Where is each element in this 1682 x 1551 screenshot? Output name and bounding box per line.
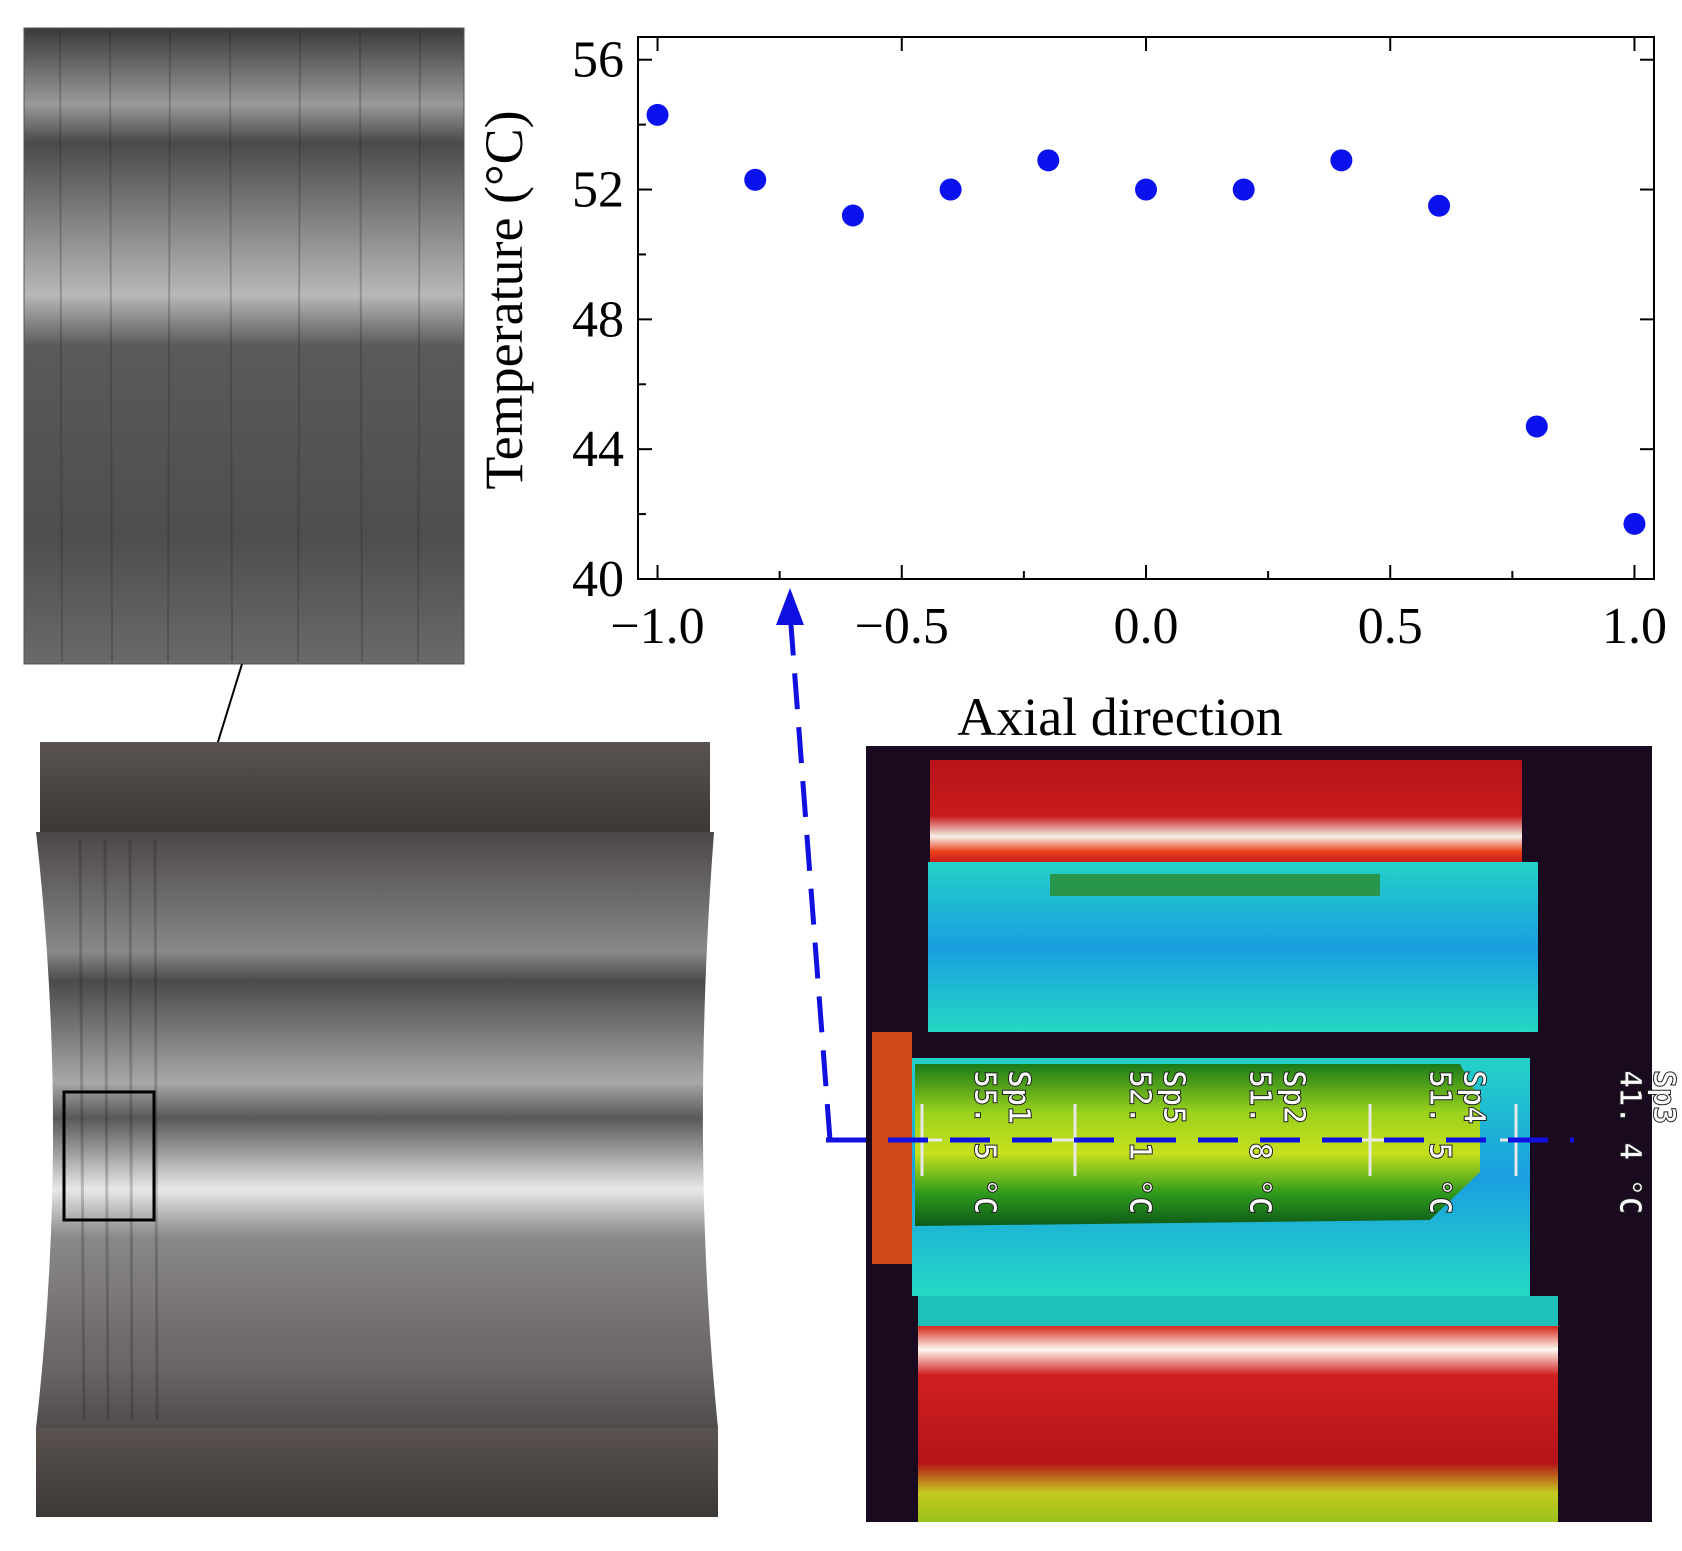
thermal-spot-name: Sp3	[1646, 1070, 1681, 1124]
y-tick-label: 52	[572, 162, 624, 219]
x-tick-label: −1.0	[610, 598, 704, 655]
x-tick-label: 1.0	[1602, 598, 1667, 655]
x-tick-label: −0.5	[855, 598, 949, 655]
thermal-spot-name: Sp2	[1276, 1070, 1311, 1124]
data-point	[744, 168, 767, 191]
axial-line-annotation	[776, 588, 1574, 1143]
y-axis: 40 44 48 52 56	[572, 32, 1654, 608]
temperature-chart: 40 44 48 52 56 −1.0 −0.5 0.0 0.5 1.0 Axial direc…	[474, 32, 1667, 747]
data-point	[1037, 149, 1060, 172]
data-point	[1135, 178, 1157, 201]
data-point	[1525, 415, 1548, 438]
y-tick-label: 40	[572, 551, 624, 608]
x-tick-label: 0.5	[1358, 598, 1423, 655]
x-tick-label: 0.0	[1114, 598, 1179, 655]
data-point	[1623, 512, 1646, 535]
data-points	[646, 103, 1646, 535]
thermal-temp-value: 41. 4 °C	[1612, 1070, 1647, 1215]
y-tick-label: 44	[572, 421, 624, 478]
y-tick-label: 48	[572, 291, 624, 348]
thermal-spot-name: Sp1	[1001, 1070, 1036, 1124]
y-axis-label: Temperature (°C)	[474, 110, 534, 489]
thermal-label: 41. 4 °C Sp3	[1612, 1070, 1682, 1216]
data-point	[939, 178, 962, 201]
surface-closeup-photo	[23, 27, 465, 665]
thermal-label: 55. 5 °CSp1	[967, 1070, 1037, 1216]
zoom-region-box	[62, 1090, 156, 1222]
dashed-connector	[787, 611, 833, 1141]
roller-photo	[22, 742, 724, 1517]
data-point	[646, 103, 669, 126]
arrowhead-icon	[776, 588, 804, 625]
x-axis: −1.0 −0.5 0.0 0.5 1.0	[610, 37, 1667, 655]
data-point	[1232, 178, 1255, 201]
thermal-spot-name: Sp5	[1156, 1070, 1191, 1124]
y-tick-label: 56	[572, 32, 624, 89]
data-point	[1330, 149, 1353, 172]
data-point	[1428, 194, 1451, 217]
x-axis-label: Axial direction	[957, 687, 1282, 747]
data-point	[841, 204, 864, 227]
thermal-spot-name: Sp4	[1456, 1070, 1491, 1124]
plot-frame	[637, 36, 1655, 580]
